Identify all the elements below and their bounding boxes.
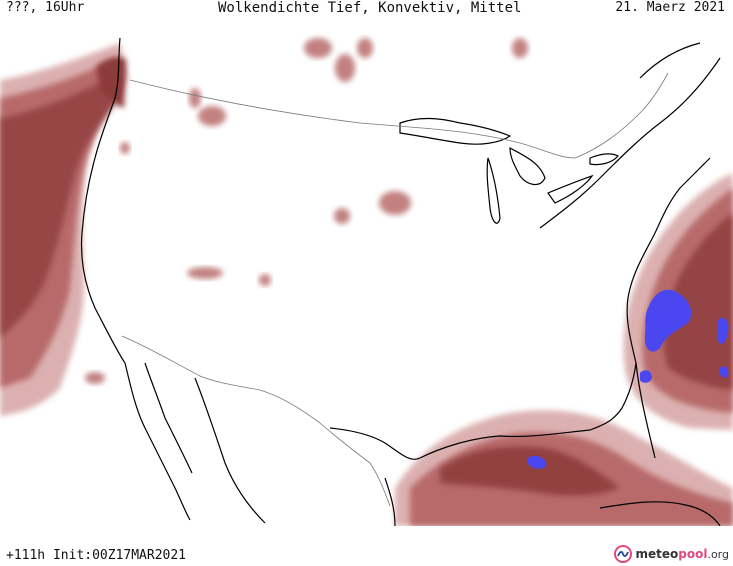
cloud-density-map	[0, 37, 733, 526]
logo-text-org: .org	[707, 547, 729, 561]
inland-cloud-patches	[85, 38, 528, 384]
map-title: Wolkendichte Tief, Konvektiv, Mittel	[218, 0, 522, 16]
pacific-cloud-band	[0, 43, 128, 416]
forecast-time-label: ???, 16Uhr	[6, 0, 85, 15]
borders	[121, 72, 669, 507]
meteopool-logo[interactable]: meteo pool .org	[614, 543, 729, 565]
forecast-date-label: 21. Maerz 2021	[615, 0, 725, 15]
gulf-cloud-band	[395, 410, 733, 526]
logo-text-pool: pool	[678, 547, 708, 561]
logo-text-meteo: meteo	[635, 547, 679, 561]
convective-cells	[527, 289, 729, 469]
meteopool-logo-icon	[614, 545, 633, 563]
coastlines	[80, 37, 721, 526]
great-lakes	[399, 117, 619, 224]
model-run-label: +111h Init:00Z17MAR2021	[6, 548, 187, 563]
